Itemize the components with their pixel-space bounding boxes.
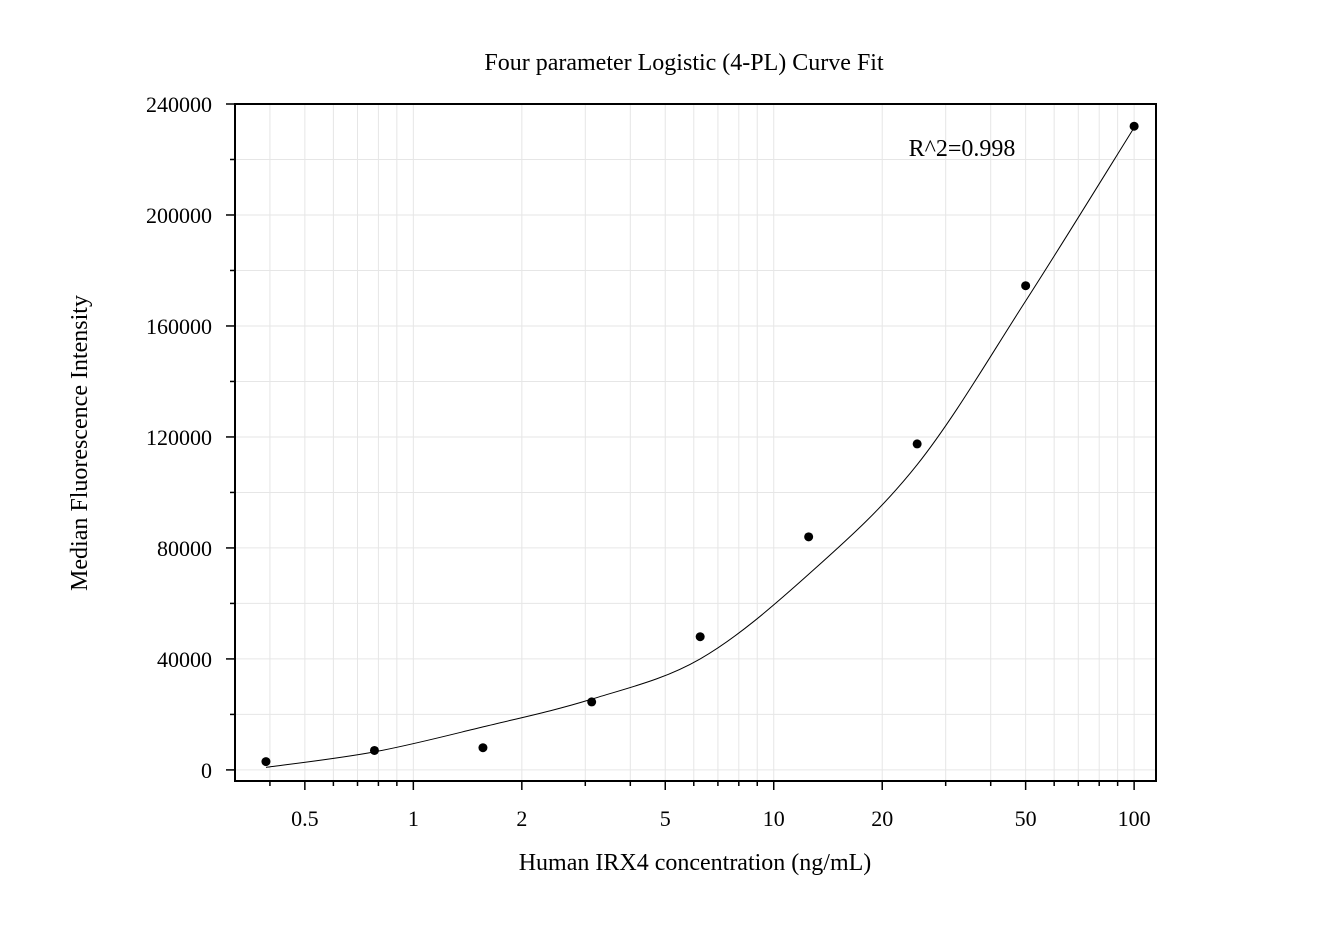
data-point: [1129, 121, 1139, 131]
data-point: [1021, 281, 1031, 291]
chart-title: Four parameter Logistic (4-PL) Curve Fit: [484, 50, 884, 76]
x-tick-label: 20: [871, 806, 893, 831]
data-point: [261, 757, 271, 767]
data-point: [804, 532, 814, 542]
y-tick-label: 240000: [146, 92, 212, 117]
x-tick-label: 10: [763, 806, 785, 831]
tick-labels: 0.5 1 2 5 10 20 50 100 0 40000 80000 120000 160000 20…: [146, 92, 1151, 831]
y-tick-label: 200000: [146, 203, 212, 228]
y-tick-label: 160000: [146, 314, 212, 339]
x-tick-label: 50: [1015, 806, 1037, 831]
y-tick-label: 0: [201, 758, 212, 783]
grid-lines: [235, 103, 1156, 781]
data-point: [912, 439, 922, 449]
y-tick-label: 120000: [146, 425, 212, 450]
fit-curve: [265, 127, 1135, 768]
data-point: [587, 697, 597, 707]
data-points: [261, 121, 1139, 767]
y-tick-label: 80000: [157, 536, 212, 561]
y-tick-label: 40000: [157, 647, 212, 672]
x-tick-label: 0.5: [291, 806, 319, 831]
y-axis-label: Median Fluorescence Intensity: [67, 295, 93, 591]
x-axis-label: Human IRX4 concentration (ng/mL): [519, 850, 872, 876]
data-point: [369, 745, 379, 755]
data-point: [695, 632, 705, 642]
x-tick-label: 1: [408, 806, 419, 831]
x-tick-label: 5: [660, 806, 671, 831]
axis-ticks: [226, 103, 1135, 790]
r-squared-annotation: R^2=0.998: [909, 136, 1016, 162]
x-tick-label: 100: [1118, 806, 1151, 831]
data-point: [478, 743, 488, 753]
plot-frame: [234, 103, 1157, 782]
x-tick-label: 2: [516, 806, 527, 831]
